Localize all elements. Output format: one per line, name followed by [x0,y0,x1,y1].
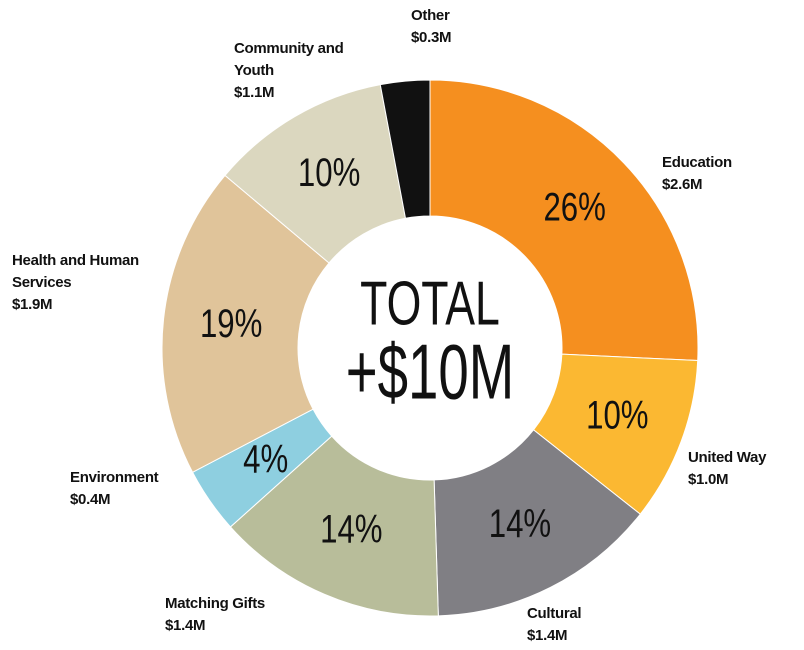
percent-label: 19% [200,301,262,346]
category-name: United Way [688,449,767,466]
segment-label: Matching Gifts $1.4M [165,593,335,637]
segment-label: Community and Youth $1.1M [234,38,344,104]
value-label: $1.4M [165,617,206,634]
segment-label: Education $2.6M [662,152,772,196]
category-name: Environment [70,469,159,486]
value-label: $2.6M [662,176,703,193]
value-label: $1.4M [527,627,568,644]
value-label: $1.9M [12,296,53,313]
segment-label: Environment $0.4M [70,467,190,511]
segment-label: Cultural $1.4M [527,603,637,647]
category-name: Cultural [527,605,582,622]
value-label: $0.3M [411,29,452,46]
percent-label: 10% [298,150,360,195]
category-name: Education [662,154,732,171]
donut-hole [298,216,562,480]
category-name: Health and Human Services [12,252,139,291]
percent-label: 14% [320,507,382,552]
percent-label: 26% [543,185,605,230]
segment-label: Other $0.3M [411,5,481,49]
category-name: Matching Gifts [165,595,265,612]
percent-label: 14% [489,501,551,546]
category-name: Other [411,7,450,24]
percent-label: 10% [586,393,648,438]
category-name: Community and Youth [234,40,344,79]
value-label: $1.0M [688,471,729,488]
center-title: TOTAL [360,269,500,338]
segment-label: United Way $1.0M [688,447,798,491]
value-label: $0.4M [70,491,111,508]
segment-label: Health and Human Services $1.9M [12,250,162,316]
center-value: +$10M [346,329,514,416]
percent-label: 4% [243,437,288,482]
value-label: $1.1M [234,84,275,101]
